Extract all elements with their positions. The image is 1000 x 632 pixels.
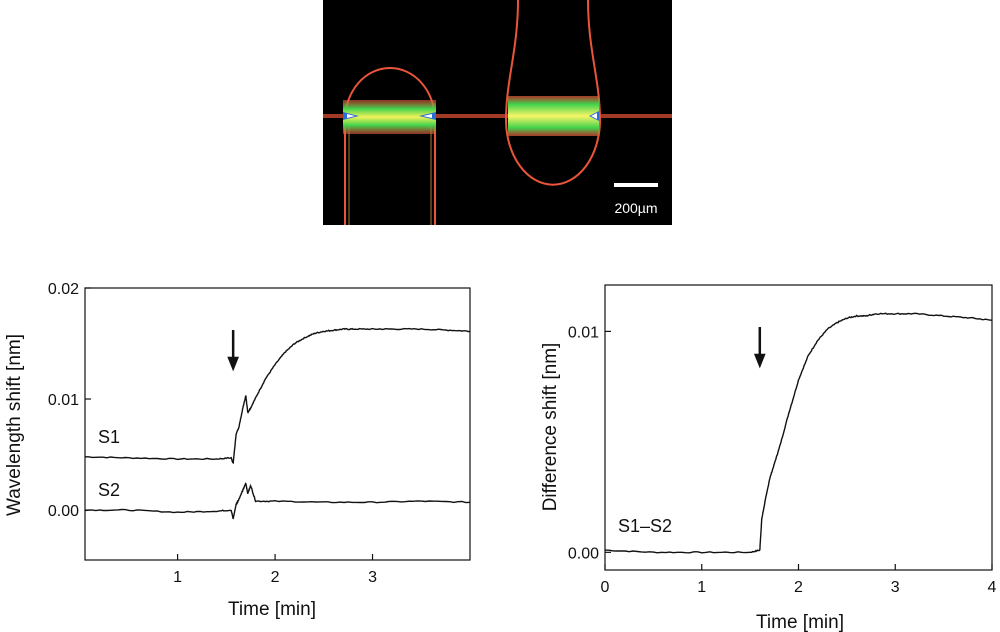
y-tick-label: 0.00 — [568, 545, 599, 562]
fiber — [323, 114, 672, 118]
series-line-1 — [85, 327, 471, 464]
injection-arrow — [753, 327, 766, 369]
x-tick-label: 3 — [891, 579, 900, 596]
series-line-1 — [604, 312, 993, 554]
series-label-s1-s2: S1–S2 — [618, 516, 672, 536]
y-axis-label: Difference shift [nm] — [540, 343, 561, 512]
y-axis-label: Wavelength shift [nm] — [4, 334, 25, 516]
y-tick-label: 0.01 — [568, 324, 599, 341]
series-line-2 — [84, 482, 471, 520]
droplet-s2 — [504, 0, 602, 186]
x-axis-label: Time [min] — [228, 599, 316, 620]
wavelength-shift-chart: 1 2 3 0.00 0.01 0.02 Time [min] Wavelength sh… — [4, 281, 471, 620]
x-tick-label: 1 — [173, 569, 182, 586]
x-tick-label: 3 — [368, 569, 377, 586]
series-label-s2: S2 — [98, 480, 120, 500]
scale-bar-label: 200µm — [614, 200, 657, 216]
x-tick-label: 1 — [697, 579, 706, 596]
y-tick-label: 0.00 — [48, 503, 79, 520]
y-tick-label: 0.02 — [48, 281, 79, 298]
x-axis-label: Time [min] — [756, 612, 844, 632]
difference-shift-chart: 0 1 2 3 4 0.00 0.01 Time [min] Difference shif… — [540, 284, 997, 632]
y-tick-label: 0.01 — [48, 392, 79, 409]
x-tick-label: 2 — [794, 579, 803, 596]
plot-frame — [84, 287, 471, 561]
x-tick-label: 2 — [271, 569, 280, 586]
x-tick-label: 0 — [601, 579, 610, 596]
injection-arrow — [227, 330, 239, 372]
droplet-s1 — [343, 67, 436, 225]
series-label-s1: S1 — [98, 427, 120, 447]
x-tick-label: 4 — [988, 579, 997, 596]
micrograph-image: 200µm — [323, 0, 672, 225]
scale-bar — [614, 183, 658, 187]
